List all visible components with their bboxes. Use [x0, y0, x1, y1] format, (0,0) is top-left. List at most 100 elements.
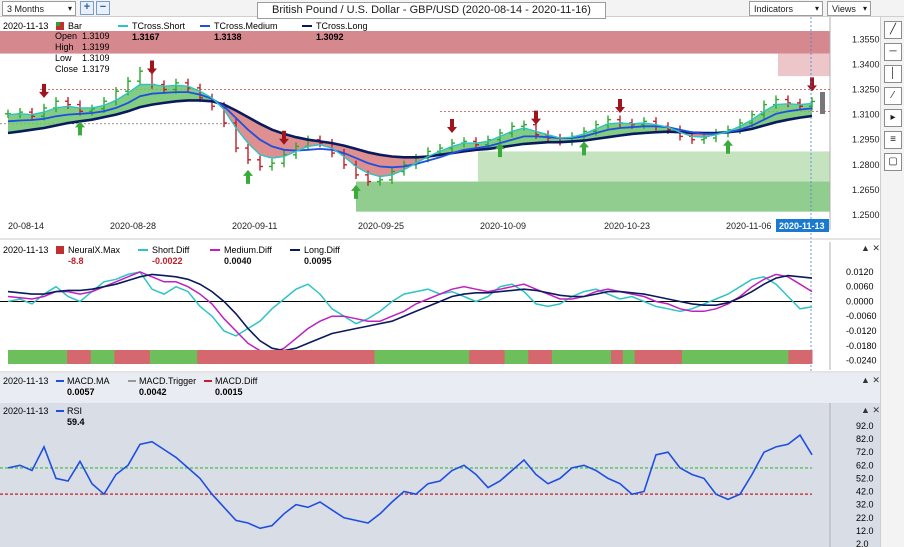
sell-arrow: [147, 60, 157, 75]
macd-trigger-legend-value: 0.0042: [139, 387, 167, 397]
cloud-segment: [788, 103, 800, 120]
cloud-segment: [8, 113, 20, 134]
cloud-segment: [392, 156, 404, 175]
cloud-segment: [272, 129, 284, 159]
rsi-y-tick: 62.0: [856, 460, 874, 470]
bar-legend-label: Bar: [68, 21, 82, 31]
neural-signal-bar: [90, 350, 104, 364]
hline-tool-icon[interactable]: ─: [884, 43, 902, 61]
neural-signal-bar: [303, 350, 316, 364]
neural-signal-bar: [161, 350, 175, 364]
macd-ma-legend-label: MACD.MA: [67, 376, 110, 386]
rsi-y-tick: 82.0: [856, 434, 874, 444]
macd-date-label: 2020-11-13: [3, 376, 48, 386]
neural-signal-bar: [670, 350, 683, 364]
diff-panel-controls[interactable]: ▲ ✕: [861, 243, 880, 253]
neural-signal-bar: [575, 350, 588, 364]
comment-tool-icon[interactable]: ▢: [884, 153, 902, 171]
bar-legend-swatch-up: [56, 22, 60, 26]
buy-arrow: [579, 141, 589, 156]
neural-signal-bar: [126, 350, 139, 364]
price-y-tick: 1.2650: [852, 185, 880, 195]
x-tick: 2020-10-09: [480, 221, 526, 231]
macd-panel: 2020-11-13 MACD.MA0.0057 MACD.Trigger0.004…: [0, 371, 880, 403]
neural-signal-bar: [386, 350, 399, 364]
macd-panel-bg: [0, 373, 880, 403]
price-panel: 1.3550 1.3400 1.3250 1.3100 1.2950 1.2800 1.26…: [0, 17, 880, 547]
drawing-toolbar: ╱ ─ │ ⁄ ▸ ≡ ▢: [880, 17, 904, 547]
macd-trigger-legend-label: MACD.Trigger: [139, 376, 196, 386]
views-select-value: Views: [832, 4, 856, 14]
sell-arrow: [807, 77, 817, 92]
diff-y-tick: 0.0060: [846, 282, 874, 292]
line-tool-icon[interactable]: ╱: [884, 21, 902, 39]
price-y-tick: 1.3100: [852, 110, 880, 120]
sell-arrow: [279, 130, 289, 145]
neural-signal-bar: [8, 350, 21, 364]
neural-signal-bar: [587, 350, 600, 364]
neural-signal-bar: [185, 350, 198, 364]
sell-arrow: [615, 98, 625, 113]
rsi-date-label: 2020-11-13: [3, 406, 48, 416]
views-select[interactable]: Views ▾: [827, 1, 871, 16]
medium-legend-label: TCross.Medium: [214, 21, 278, 31]
neural-signal-bar: [19, 350, 33, 364]
cloud-segment: [620, 123, 632, 136]
short-legend-value: 1.3167: [132, 32, 160, 42]
neural-signal-bar: [268, 350, 281, 364]
neural-signal-bar: [244, 350, 257, 364]
indicators-select[interactable]: Indicators ▾: [749, 1, 823, 16]
vline-tool-icon[interactable]: │: [884, 65, 902, 83]
x-tick: 2020-09-11: [232, 221, 277, 231]
low-value: 1.3109: [82, 53, 110, 63]
open-value: 1.3109: [82, 31, 110, 41]
price-y-tick: 1.3550: [852, 34, 880, 44]
neural-signal-bar: [622, 350, 636, 364]
neural-signal-bar: [492, 350, 506, 364]
neural-signal-bar: [457, 350, 470, 364]
neural-signal-bar: [374, 350, 387, 364]
period-select[interactable]: 3 Months ▾: [2, 1, 76, 16]
neural-signal-bar: [138, 350, 151, 364]
price-y-tick: 1.2800: [852, 160, 880, 170]
cloud-segment: [512, 128, 524, 146]
rsi-y-tick: 42.0: [856, 487, 874, 497]
neural-legend-swatch: [56, 246, 64, 254]
zoom-in-button[interactable]: +: [80, 1, 94, 15]
rsi-panel: 92.0 82.0 72.0 62.0 52.0 42.0 32.0 22.0 12.0 2.0 2…: [0, 403, 880, 547]
cloud-segment: [608, 123, 620, 138]
neural-signal-bar: [800, 350, 813, 364]
diff-y-tick: -0.0060: [846, 311, 877, 321]
cloud-segment: [176, 85, 188, 102]
neural-signal-bar: [362, 350, 376, 364]
scroll-handle: [820, 92, 825, 114]
high-value: 1.3199: [82, 42, 110, 52]
rsi-y-tick: 52.0: [856, 473, 874, 483]
medium-diff-line: [7, 271, 813, 354]
zoom-out-button[interactable]: −: [96, 1, 110, 15]
long-legend-label: TCross.Long: [316, 21, 368, 31]
neural-signal-bar: [634, 350, 647, 364]
trend-tool-icon[interactable]: ⁄: [884, 87, 902, 105]
close-value: 1.3179: [82, 64, 110, 74]
neural-signal-bar: [469, 350, 482, 364]
text-tool-icon[interactable]: ≡: [884, 131, 902, 149]
rsi-panel-controls[interactable]: ▲ ✕: [861, 405, 880, 415]
current-date-label: 2020-11-13: [779, 221, 825, 231]
neural-signal-bar: [540, 350, 553, 364]
neural-signal-bar: [776, 350, 789, 364]
low-label: Low: [55, 53, 72, 63]
neural-signal-bar: [149, 350, 163, 364]
macd-panel-controls[interactable]: ▲ ✕: [861, 375, 880, 385]
x-tick: 2020-11-06: [726, 221, 771, 231]
neural-signal-bar: [339, 350, 352, 364]
neural-signal-bar: [646, 350, 659, 364]
neural-signal-bar: [421, 350, 435, 364]
rsi-y-tick: 72.0: [856, 447, 874, 457]
buy-arrow: [495, 143, 505, 158]
diff-y-tick: -0.0120: [846, 326, 877, 336]
short-diff-legend-label: Short.Diff: [152, 245, 190, 255]
diff-panel: 0.0120 0.0060 0.0000 -0.0060 -0.0120 -0.0180 -…: [0, 238, 880, 370]
date-label: 2020-11-13: [3, 21, 48, 31]
fib-tool-icon[interactable]: ▸: [884, 109, 902, 127]
